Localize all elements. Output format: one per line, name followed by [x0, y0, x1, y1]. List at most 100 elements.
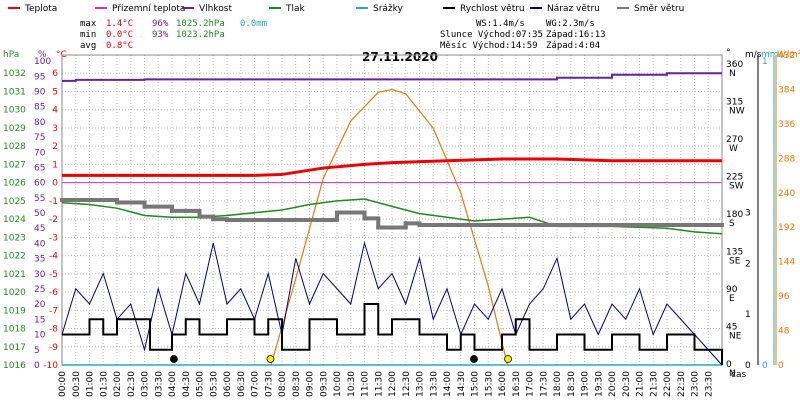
x-tick-label: 22:30: [677, 371, 687, 397]
x-tick-label: 18:00: [553, 371, 563, 397]
y-tick-degc: 1: [52, 160, 58, 170]
x-tick-label: 17:00: [526, 371, 536, 397]
x-tick-label: 09:30: [319, 371, 329, 397]
y-tick-deg: 360: [726, 60, 743, 70]
y-tick-degc: 5: [52, 87, 58, 97]
x-tick-label: 09:00: [306, 371, 316, 397]
y-tick-pct: 20: [34, 300, 46, 310]
unit-time: čas: [731, 369, 746, 380]
x-tick-label: 07:00: [251, 371, 261, 397]
x-tick-label: 00:00: [58, 371, 68, 397]
y-tick-pct: 70: [34, 148, 46, 158]
x-tick-label: 19:30: [594, 371, 604, 397]
x-tick-label: 06:00: [223, 371, 233, 397]
x-tick-label: 05:30: [209, 371, 219, 397]
x-tick-label: 04:30: [182, 371, 192, 397]
x-tick-label: 13:00: [416, 371, 426, 397]
stat-max-hum: 96%: [152, 19, 169, 29]
y-tick-degc: -6: [49, 288, 58, 298]
y-tick-deg: 45: [726, 323, 737, 333]
y-tick-pct: 45: [34, 224, 45, 234]
moonrise-info: Měsíc Východ:14:59: [440, 41, 538, 51]
plot-area: [60, 72, 724, 366]
y-tick-deg: 135: [726, 248, 743, 258]
x-tick-label: 01:00: [86, 371, 96, 397]
unit-hpa: hPa: [3, 50, 19, 60]
x-tick-label: 20:00: [608, 371, 618, 397]
legend-label: Srážky: [373, 4, 404, 14]
y-tick-wm2: 336: [778, 120, 795, 130]
y-tick-pct: 15: [34, 315, 45, 325]
stat-avg-label: avg: [80, 41, 96, 51]
y-tick-degc: -5: [49, 270, 58, 280]
y-tick-degc: -8: [49, 325, 58, 335]
legend-label: Teplota: [24, 4, 57, 14]
axis-units: hPa % °C ° m/s mm W/m² čas: [3, 48, 800, 380]
x-tick-label: 19:00: [581, 371, 591, 397]
stat-min-temp: 0.0°C: [106, 30, 133, 40]
stat-min-hum: 93%: [152, 30, 169, 40]
info-panel: WS:1.4m/s WG:2.3m/s Slunce Východ:07:35 …: [440, 19, 606, 51]
x-tick-label: 12:00: [388, 371, 398, 397]
y-tick-hpa: 1022: [3, 252, 26, 262]
x-tick-label: 21:30: [649, 371, 659, 397]
wind-speed-line: [62, 303, 723, 365]
x-tick-label: 11:00: [361, 371, 371, 397]
stat-max-label: max: [80, 19, 97, 29]
y-tick-degc: 4: [52, 106, 58, 116]
x-tick-label: 11:30: [374, 371, 384, 397]
y-tick-wm2: 144: [778, 258, 795, 268]
moonrise-marker: [470, 355, 478, 363]
unit-mm: mm: [761, 50, 779, 60]
y-tick-degc: 0: [52, 179, 58, 189]
sunset-marker: [504, 355, 512, 363]
y-tick-mm: 0: [762, 361, 768, 371]
y-tick-wm2: 432: [778, 51, 795, 61]
legend-label: Směr větru: [634, 4, 684, 14]
y-tick-hpa: 1029: [3, 124, 26, 134]
y-tick-pct: 55: [34, 194, 45, 204]
x-tick-label: 20:30: [622, 371, 632, 397]
legend-label: Náraz větru: [547, 4, 600, 14]
legend-label: Tlak: [285, 4, 306, 14]
y-tick-wm2: 384: [778, 85, 795, 95]
y-tick-hpa: 1024: [3, 215, 26, 225]
x-tick-label: 23:30: [704, 371, 714, 397]
stats-panel: max 1.4°C 96% 1025.2hPa 0.0mm min 0.0°C …: [80, 19, 267, 51]
y-tick-dir: S: [729, 219, 735, 229]
y-tick-hpa: 1032: [3, 69, 26, 79]
y-tick-pct: 25: [34, 285, 45, 295]
sunrise-marker: [266, 355, 275, 363]
x-tick-label: 00:30: [72, 371, 82, 397]
wind-direction-line: [62, 198, 722, 230]
y-tick-pct: 60: [34, 179, 46, 189]
wind-gust-info: WG:2.3m/s: [546, 19, 595, 29]
y-tick-degc: -4: [49, 252, 58, 262]
x-tick-label: 12:30: [402, 371, 412, 397]
y-tick-dir: NW: [729, 107, 745, 117]
y-tick-hpa: 1030: [3, 106, 26, 116]
y-tick-degc: -10: [43, 361, 58, 371]
wind-speed-info: WS:1.4m/s: [476, 19, 525, 29]
y-tick-dir: N: [729, 369, 736, 379]
y-tick-hpa: 1026: [3, 179, 26, 189]
y-tick-dir: N: [729, 69, 736, 79]
y-tick-wm2: 0: [778, 361, 784, 371]
x-tick-label: 05:00: [196, 371, 206, 397]
x-tick-label: 14:30: [457, 371, 467, 397]
y-tick-deg: 225: [726, 173, 743, 183]
x-tick-label: 16:30: [512, 371, 522, 397]
y-tick-pct: 50: [34, 209, 46, 219]
stat-min-press: 1023.2hPa: [176, 30, 225, 40]
y-tick-dir: NE: [729, 332, 742, 342]
x-tick-label: 18:30: [567, 371, 577, 397]
y-tick-deg: 0: [726, 360, 732, 370]
y-tick-ms: 0: [745, 361, 751, 371]
y-tick-degc: -7: [49, 306, 58, 316]
unit-degc: °C: [56, 50, 67, 60]
y-tick-pct: 65: [34, 163, 45, 173]
y-tick-wm2: 96: [778, 292, 790, 302]
y-tick-hpa: 1020: [3, 288, 26, 298]
x-tick-label: 08:00: [278, 371, 288, 397]
